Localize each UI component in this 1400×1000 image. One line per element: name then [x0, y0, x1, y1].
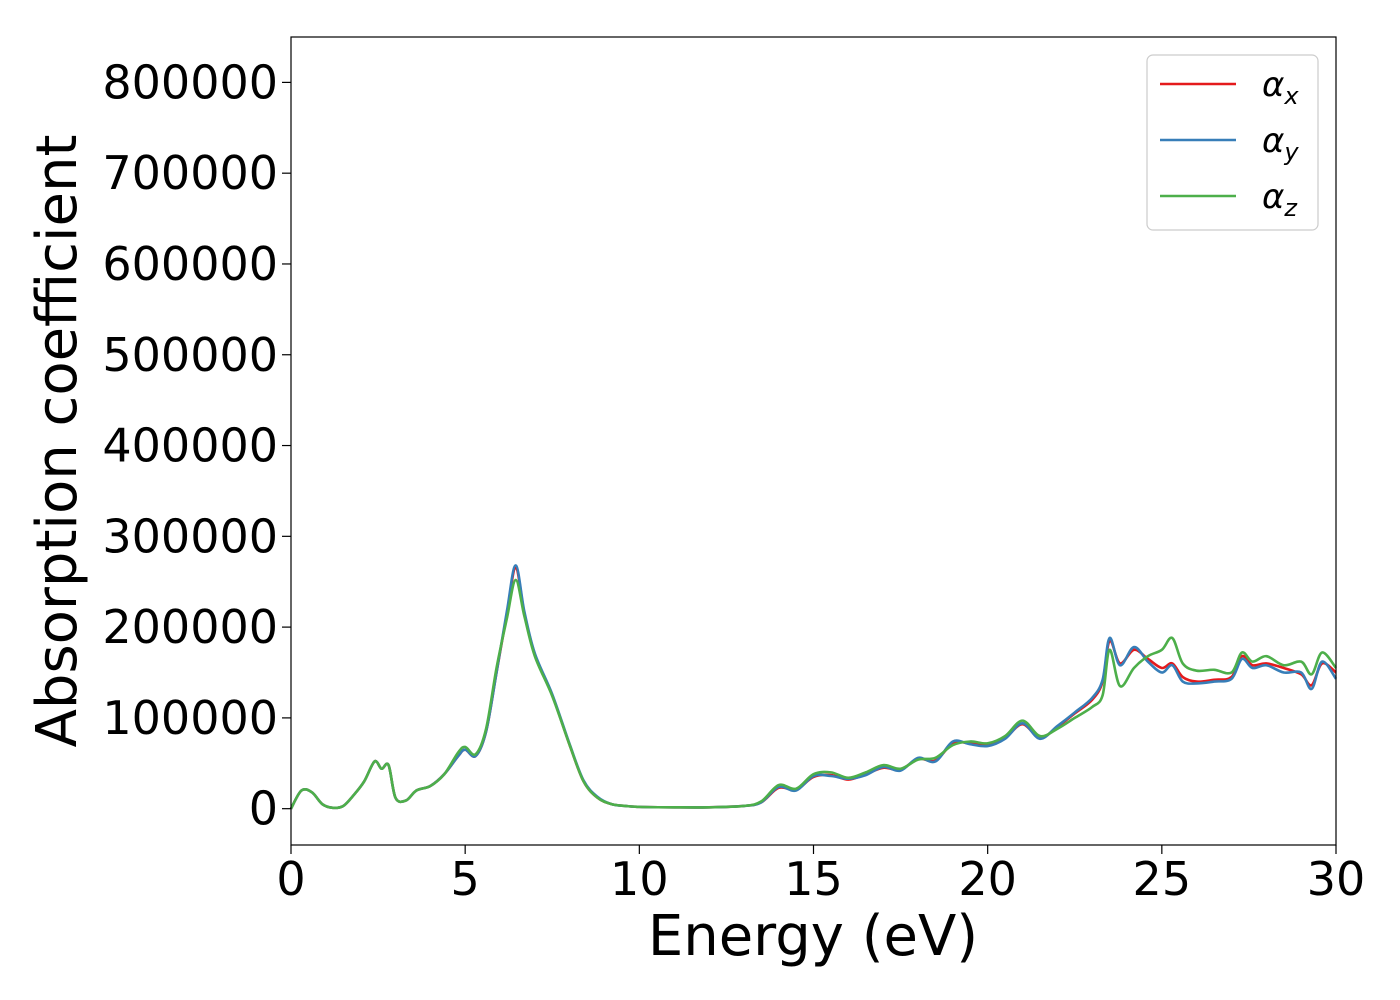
- y-tick-label: 800000: [102, 55, 278, 109]
- series-line-z: [289, 578, 1338, 810]
- x-tick-label: 10: [610, 852, 669, 906]
- legend: αx αy αz: [1146, 54, 1319, 231]
- x-tick-label: 15: [784, 852, 843, 906]
- x-tick-label: 5: [451, 852, 480, 906]
- x-tick-label: 30: [1307, 852, 1366, 906]
- x-tick-label: 20: [958, 852, 1017, 906]
- y-tick-label: 500000: [102, 328, 278, 382]
- y-tick-label: 300000: [102, 509, 278, 563]
- x-tick-label: 0: [276, 852, 305, 906]
- x-axis-title: Energy (eV): [648, 904, 978, 969]
- legend-label-z: αz: [1262, 177, 1298, 222]
- legend-label-x: αx: [1262, 65, 1299, 110]
- x-tick-label: 25: [1133, 852, 1192, 906]
- legend-box: [1146, 54, 1319, 231]
- y-axis: 0 100000 200000 300000 400000 500000 600000 700…: [102, 55, 291, 836]
- y-tick-label: 100000: [102, 691, 278, 745]
- y-tick-label: 200000: [102, 600, 278, 654]
- y-tick-label: 600000: [102, 237, 278, 291]
- legend-label-y: αy: [1262, 121, 1299, 166]
- y-tick-label: 700000: [102, 146, 278, 200]
- y-axis-title: Absorption coefficient: [25, 135, 90, 748]
- series-layer: [289, 564, 1338, 810]
- y-tick-label: 400000: [102, 419, 278, 473]
- y-tick-label: 0: [249, 782, 278, 836]
- x-axis: 0 5 10 15 20 25 30: [276, 845, 1365, 906]
